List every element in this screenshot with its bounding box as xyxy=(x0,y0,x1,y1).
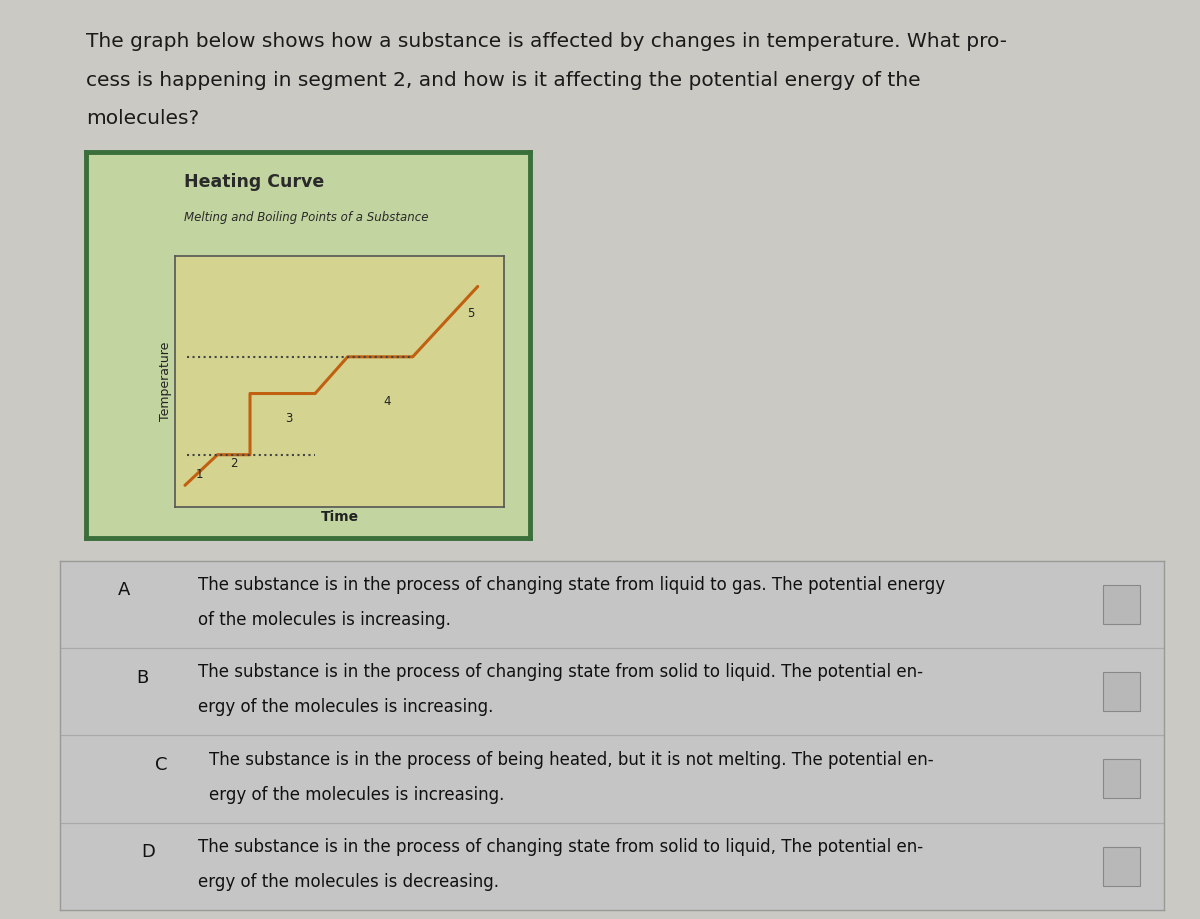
Text: molecules?: molecules? xyxy=(86,109,199,129)
Text: The graph below shows how a substance is affected by changes in temperature. Wha: The graph below shows how a substance is… xyxy=(86,32,1008,51)
Text: D: D xyxy=(142,844,155,861)
Text: The substance is in the process of changing state from liquid to gas. The potent: The substance is in the process of chang… xyxy=(198,576,946,594)
Text: The substance is in the process of changing state from solid to liquid, The pote: The substance is in the process of chang… xyxy=(198,838,923,856)
Text: A: A xyxy=(118,582,131,599)
Text: 3: 3 xyxy=(286,412,293,425)
X-axis label: Time: Time xyxy=(320,509,359,524)
Y-axis label: Temperature: Temperature xyxy=(160,342,173,421)
FancyBboxPatch shape xyxy=(1103,672,1140,711)
Text: Melting and Boiling Points of a Substance: Melting and Boiling Points of a Substanc… xyxy=(184,211,428,224)
Text: 5: 5 xyxy=(468,308,475,321)
Text: C: C xyxy=(155,756,168,774)
Text: ergy of the molecules is decreasing.: ergy of the molecules is decreasing. xyxy=(198,873,499,891)
Text: ergy of the molecules is increasing.: ergy of the molecules is increasing. xyxy=(209,786,504,803)
Text: of the molecules is increasing.: of the molecules is increasing. xyxy=(198,611,451,629)
Text: 2: 2 xyxy=(230,457,238,470)
FancyBboxPatch shape xyxy=(1103,759,1140,799)
Text: 4: 4 xyxy=(383,394,390,408)
Text: B: B xyxy=(137,669,149,686)
Text: cess is happening in segment 2, and how is it affecting the potential energy of : cess is happening in segment 2, and how … xyxy=(86,71,922,90)
Text: The substance is in the process of changing state from solid to liquid. The pote: The substance is in the process of chang… xyxy=(198,664,923,681)
Text: The substance is in the process of being heated, but it is not melting. The pote: The substance is in the process of being… xyxy=(209,751,934,768)
FancyBboxPatch shape xyxy=(1103,846,1140,886)
FancyBboxPatch shape xyxy=(1103,584,1140,624)
Text: Heating Curve: Heating Curve xyxy=(184,173,324,191)
Text: ergy of the molecules is increasing.: ergy of the molecules is increasing. xyxy=(198,698,493,716)
Text: 1: 1 xyxy=(196,468,203,482)
